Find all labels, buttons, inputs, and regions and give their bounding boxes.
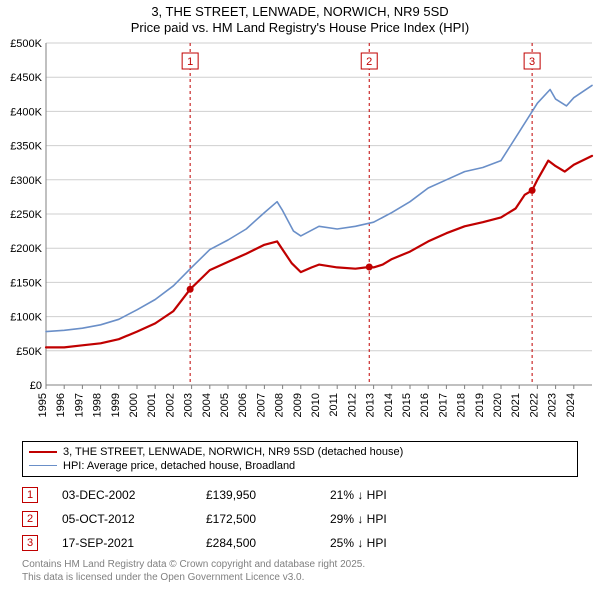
sale-date: 03-DEC-2002 xyxy=(62,488,182,502)
svg-text:2019: 2019 xyxy=(474,393,486,417)
svg-text:£150K: £150K xyxy=(10,277,42,289)
sale-delta: 29% ↓ HPI xyxy=(330,512,450,526)
sale-price: £284,500 xyxy=(206,536,306,550)
svg-text:2022: 2022 xyxy=(528,393,540,417)
svg-text:2021: 2021 xyxy=(510,393,522,417)
svg-text:2012: 2012 xyxy=(346,393,358,417)
legend-label: HPI: Average price, detached house, Broa… xyxy=(63,460,295,472)
svg-text:2005: 2005 xyxy=(219,393,231,417)
svg-text:£500K: £500K xyxy=(10,38,42,50)
svg-text:£100K: £100K xyxy=(10,311,42,323)
sales-row: 1 03-DEC-2002 £139,950 21% ↓ HPI xyxy=(22,483,578,507)
sales-table: 1 03-DEC-2002 £139,950 21% ↓ HPI 2 05-OCT-201… xyxy=(22,483,578,555)
svg-text:2006: 2006 xyxy=(237,393,249,417)
svg-text:2003: 2003 xyxy=(183,393,195,417)
svg-text:1999: 1999 xyxy=(110,393,122,417)
footer-attribution: Contains HM Land Registry data © Crown c… xyxy=(22,558,365,584)
svg-text:1: 1 xyxy=(187,56,193,68)
footer-line-2: This data is licensed under the Open Gov… xyxy=(22,571,365,584)
svg-text:2001: 2001 xyxy=(146,393,158,417)
sale-marker: 3 xyxy=(22,535,38,551)
chart-title: 3, THE STREET, LENWADE, NORWICH, NR9 5SD… xyxy=(0,0,600,37)
sale-price: £139,950 xyxy=(206,488,306,502)
svg-text:2017: 2017 xyxy=(437,393,449,417)
sale-price: £172,500 xyxy=(206,512,306,526)
legend-swatch xyxy=(29,451,57,453)
legend: 3, THE STREET, LENWADE, NORWICH, NR9 5SD… xyxy=(22,441,578,477)
title-line-2: Price paid vs. HM Land Registry's House … xyxy=(0,20,600,36)
svg-text:2000: 2000 xyxy=(128,393,140,417)
svg-text:£250K: £250K xyxy=(10,209,42,221)
svg-text:2: 2 xyxy=(366,56,372,68)
legend-label: 3, THE STREET, LENWADE, NORWICH, NR9 5SD… xyxy=(63,446,403,458)
sale-date: 17-SEP-2021 xyxy=(62,536,182,550)
svg-text:2011: 2011 xyxy=(328,393,340,417)
svg-text:£450K: £450K xyxy=(10,72,42,84)
svg-text:3: 3 xyxy=(529,56,535,68)
svg-text:2020: 2020 xyxy=(492,393,504,417)
svg-text:2023: 2023 xyxy=(547,393,559,417)
svg-text:£300K: £300K xyxy=(10,174,42,186)
svg-text:2016: 2016 xyxy=(419,393,431,417)
legend-swatch xyxy=(29,465,57,466)
sale-delta: 21% ↓ HPI xyxy=(330,488,450,502)
sales-row: 3 17-SEP-2021 £284,500 25% ↓ HPI xyxy=(22,531,578,555)
svg-text:2002: 2002 xyxy=(164,393,176,417)
svg-text:1998: 1998 xyxy=(92,393,104,417)
svg-text:2024: 2024 xyxy=(565,393,577,417)
sale-date: 05-OCT-2012 xyxy=(62,512,182,526)
svg-text:2007: 2007 xyxy=(255,393,267,417)
svg-text:2018: 2018 xyxy=(456,393,468,417)
svg-text:2009: 2009 xyxy=(292,393,304,417)
svg-text:2008: 2008 xyxy=(274,393,286,417)
svg-text:2014: 2014 xyxy=(383,393,395,417)
price-chart: £0 £50K £100K £150K £200K £250K £300K £350K £400… xyxy=(0,37,600,437)
footer-line-1: Contains HM Land Registry data © Crown c… xyxy=(22,558,365,571)
svg-text:2010: 2010 xyxy=(310,393,322,417)
svg-text:1997: 1997 xyxy=(73,393,85,417)
sale-delta: 25% ↓ HPI xyxy=(330,536,450,550)
svg-text:£50K: £50K xyxy=(16,345,42,357)
legend-item: 3, THE STREET, LENWADE, NORWICH, NR9 5SD… xyxy=(29,445,571,459)
svg-text:£350K: £350K xyxy=(10,140,42,152)
svg-text:1996: 1996 xyxy=(55,393,67,417)
svg-text:£400K: £400K xyxy=(10,106,42,118)
sale-marker: 1 xyxy=(22,487,38,503)
svg-text:1995: 1995 xyxy=(37,393,49,417)
sale-marker: 2 xyxy=(22,511,38,527)
sales-row: 2 05-OCT-2012 £172,500 29% ↓ HPI xyxy=(22,507,578,531)
svg-text:£0: £0 xyxy=(30,380,42,392)
svg-text:£200K: £200K xyxy=(10,243,42,255)
svg-text:2013: 2013 xyxy=(365,393,377,417)
legend-item: HPI: Average price, detached house, Broa… xyxy=(29,459,571,473)
svg-text:2004: 2004 xyxy=(201,393,213,417)
svg-text:2015: 2015 xyxy=(401,393,413,417)
chart-area: £0 £50K £100K £150K £200K £250K £300K £350K £400… xyxy=(0,37,600,437)
title-line-1: 3, THE STREET, LENWADE, NORWICH, NR9 5SD xyxy=(0,4,600,20)
